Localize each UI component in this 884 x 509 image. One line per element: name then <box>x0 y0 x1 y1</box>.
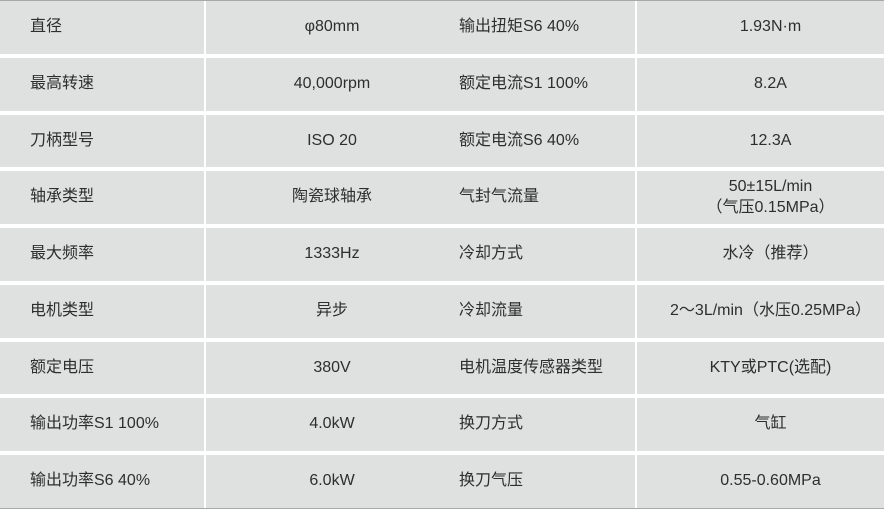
spec-label: 轴承类型 <box>0 171 206 225</box>
table-row: 电机类型 异步 冷却流量 2～3L/min（水压0.25MPa） <box>0 284 884 338</box>
table-row: 额定电压 380V 电机温度传感器类型 KTY或PTC(选配) <box>0 341 884 395</box>
spec-label: 输出功率S1 100% <box>0 398 206 452</box>
spec-label: 输出功率S6 40% <box>0 455 206 508</box>
spec-value: KTY或PTC(选配) <box>637 341 884 395</box>
spec-label: 气封气流量 <box>442 171 637 225</box>
spec-value: 1.93N·m <box>637 1 884 54</box>
spec-value: 水冷（推荐） <box>637 228 884 281</box>
table-row: 直径 φ80mm 输出扭矩S6 40% 1.93N·m <box>0 1 884 54</box>
spec-label: 刀柄型号 <box>0 114 206 168</box>
spec-value: 1333Hz <box>206 228 442 281</box>
spec-label: 直径 <box>0 1 206 54</box>
table-row: 最高转速 40,000rpm 额定电流S1 100% 8.2A <box>0 57 884 111</box>
table-row: 刀柄型号 ISO 20 额定电流S6 40% 12.3A <box>0 114 884 168</box>
spec-value: 8.2A <box>637 57 884 111</box>
spec-value: 气缸 <box>637 398 884 452</box>
table-row: 输出功率S6 40% 6.0kW 换刀气压 0.55-0.60MPa <box>0 455 884 508</box>
spec-label: 换刀方式 <box>442 398 637 452</box>
table-row: 输出功率S1 100% 4.0kW 换刀方式 气缸 <box>0 398 884 452</box>
spec-label: 冷却方式 <box>442 228 637 281</box>
spec-label: 电机类型 <box>0 284 206 338</box>
spec-value: 6.0kW <box>206 455 442 508</box>
spec-label: 冷却流量 <box>442 284 637 338</box>
spec-label: 电机温度传感器类型 <box>442 341 637 395</box>
table-row: 轴承类型 陶瓷球轴承 气封气流量 50±15L/min （气压0.15MPa） <box>0 171 884 225</box>
spec-label: 额定电压 <box>0 341 206 395</box>
spec-value: 0.55-0.60MPa <box>637 455 884 508</box>
spec-value: φ80mm <box>206 1 442 54</box>
spec-value: 陶瓷球轴承 <box>206 171 442 225</box>
spec-label: 额定电流S1 100% <box>442 57 637 111</box>
spec-value: 380V <box>206 341 442 395</box>
spec-value: ISO 20 <box>206 114 442 168</box>
spec-value: 4.0kW <box>206 398 442 452</box>
spec-value: 40,000rpm <box>206 57 442 111</box>
spec-value: 2～3L/min（水压0.25MPa） <box>637 284 884 338</box>
spec-value: 50±15L/min （气压0.15MPa） <box>637 171 884 225</box>
spec-label: 额定电流S6 40% <box>442 114 637 168</box>
spec-label: 换刀气压 <box>442 455 637 508</box>
spec-label: 输出扭矩S6 40% <box>442 1 637 54</box>
spec-value: 异步 <box>206 284 442 338</box>
spec-value: 12.3A <box>637 114 884 168</box>
spec-label: 最高转速 <box>0 57 206 111</box>
spec-label: 最大频率 <box>0 228 206 281</box>
table-row: 最大频率 1333Hz 冷却方式 水冷（推荐） <box>0 228 884 281</box>
